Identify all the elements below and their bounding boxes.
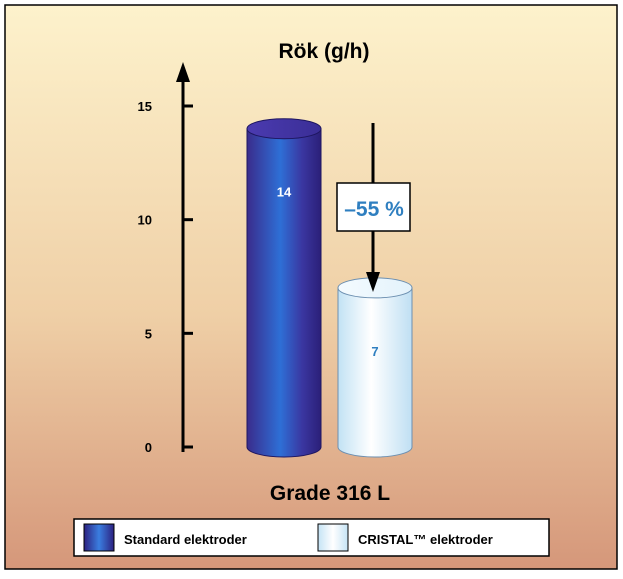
legend-swatch-cristal — [317, 523, 349, 552]
bar-standard: 14 — [246, 118, 322, 458]
y-tick-label: 10 — [138, 213, 152, 228]
bar-cristal-body — [337, 287, 413, 458]
reduction-arrow-icon — [366, 272, 380, 292]
bar-standard-top — [246, 118, 322, 140]
bars: 14 7 — [246, 118, 413, 458]
x-axis-label: Grade 316 L — [270, 482, 390, 505]
legend-box — [73, 518, 550, 557]
y-tick-label: 5 — [145, 326, 152, 341]
y-axis-arrow-icon — [176, 62, 190, 82]
y-tick-label: 15 — [138, 99, 152, 114]
bar-cristal: 7 — [337, 277, 413, 458]
reduction-box — [336, 182, 411, 232]
legend-label-standard: Standard elektroder — [124, 532, 247, 547]
legend: Standard elektroder CRISTAL™ elektroder — [73, 518, 550, 557]
legend-label-cristal: CRISTAL™ elektroder — [358, 532, 493, 547]
bar-cristal-value-label: 7 — [371, 344, 378, 359]
reduction-label: –55 % — [344, 198, 404, 221]
chart-title: Rök (g/h) — [279, 40, 370, 63]
legend-swatch-standard — [83, 523, 115, 552]
y-axis-ticks: 0 5 10 15 — [138, 99, 193, 455]
bar-standard-value-label: 14 — [277, 185, 292, 200]
y-tick-label: 0 — [145, 440, 152, 455]
bar-standard-body — [246, 128, 322, 458]
